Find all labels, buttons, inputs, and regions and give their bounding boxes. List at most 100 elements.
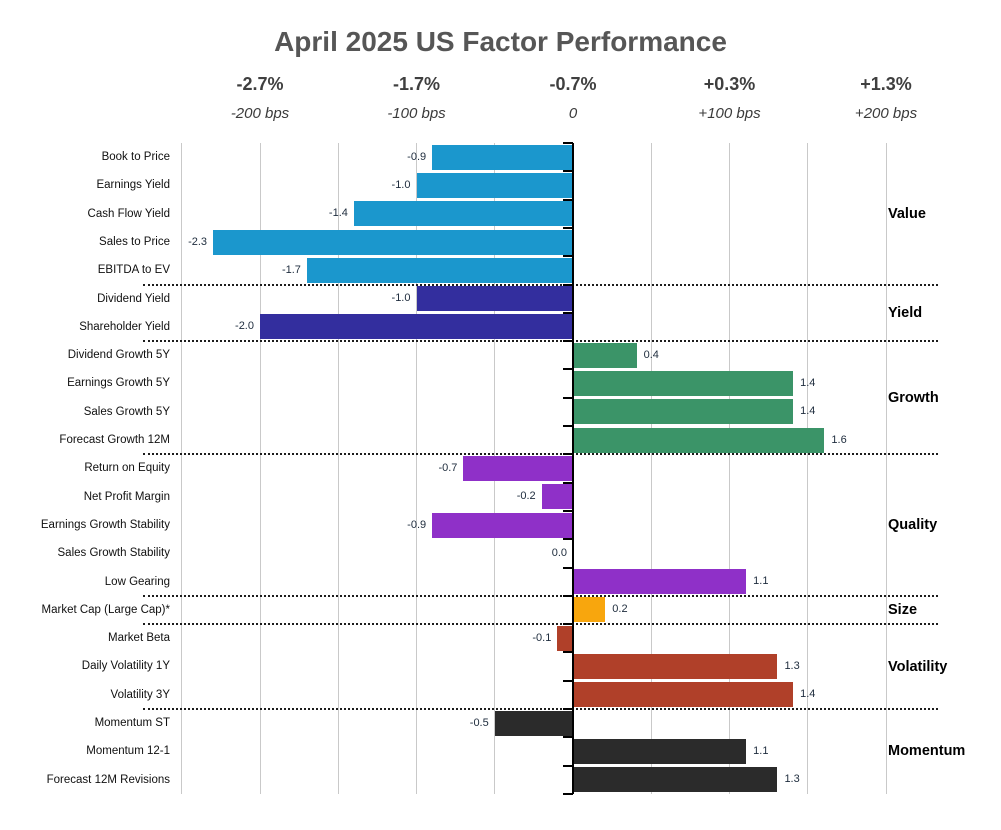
category-label: Sales to Price: [99, 235, 170, 248]
axis-tick: [563, 651, 573, 654]
axis-tick-label-percent: +1.3%: [860, 74, 912, 94]
value-label: -0.1: [532, 631, 552, 644]
gridline: [650, 143, 652, 794]
group-label-momentum: Momentum: [888, 743, 966, 760]
axis-tick: [563, 142, 573, 144]
bar-low-gearing: [574, 569, 747, 595]
category-label: Daily Volatility 1Y: [81, 660, 170, 673]
value-label: -0.9: [407, 518, 427, 531]
category-label: EBITDA to EV: [97, 264, 170, 277]
value-label: -2.3: [188, 235, 208, 248]
category-label: Forecast 12M Revisions: [46, 773, 170, 786]
axis-tick: [563, 792, 573, 795]
axis-tick: [563, 594, 573, 597]
zero-axis-line: [572, 143, 574, 794]
bar-sales-growth-5y: [574, 399, 794, 425]
axis-tick-label-percent: -0.7%: [549, 74, 597, 94]
bar-sales-to-price: [213, 229, 573, 255]
gridline: [259, 143, 261, 794]
category-label: Sales Growth 5Y: [83, 405, 170, 418]
axis-tick: [563, 453, 573, 456]
category-label: Volatility 3Y: [110, 688, 170, 701]
value-label: -1.7: [281, 263, 301, 276]
bar-earnings-yield: [416, 172, 573, 198]
axis-tick: [563, 396, 573, 399]
axis-tick: [563, 481, 573, 484]
axis-tick: [563, 708, 573, 710]
axis-tick: [563, 198, 573, 201]
axis-tick: [563, 311, 573, 314]
gridline: [885, 143, 887, 794]
axis-tick: [563, 283, 573, 286]
category-label: Low Gearing: [104, 575, 170, 588]
bar-earnings-growth-stability: [432, 512, 573, 538]
value-label: -1.0: [391, 178, 411, 191]
axis-tick: [563, 340, 573, 343]
value-label: 0.0: [551, 546, 567, 559]
category-label: Momentum ST: [94, 717, 170, 729]
group-label-value: Value: [888, 205, 926, 222]
axis-tick: [563, 764, 573, 767]
category-label: Market Beta: [108, 632, 170, 645]
category-label: Market Cap (Large Cap)*: [41, 603, 170, 616]
group-separator: [143, 708, 938, 710]
value-label: 1.1: [753, 744, 769, 757]
category-label: Net Profit Margin: [83, 490, 170, 503]
value-label: -2.0: [235, 320, 254, 333]
category-label: Book to Price: [101, 151, 170, 163]
axis-tick-label-bps: +200 bps: [854, 105, 918, 122]
value-label: 0.2: [612, 603, 628, 616]
axis-tick: [563, 368, 573, 371]
bar-net-profit-margin: [541, 484, 573, 510]
category-label: Dividend Growth 5Y: [67, 349, 170, 362]
group-separator: [143, 594, 938, 597]
bar-return-on-equity: [463, 455, 573, 481]
category-label: Forecast Growth 12M: [59, 434, 170, 446]
bar-ebitda-to-ev: [306, 257, 573, 283]
group-label-quality: Quality: [888, 517, 938, 534]
value-label: 0.4: [643, 348, 659, 361]
axis-tick: [563, 509, 573, 512]
axis-tick-label-bps: +100 bps: [698, 105, 761, 122]
axis-tick: [563, 566, 573, 569]
gridline: [181, 143, 183, 794]
bar-book-to-price: [432, 144, 573, 170]
bar-daily-volatility-1y: [574, 654, 778, 680]
chart-title: April 2025 US Factor Performance: [274, 26, 727, 57]
category-label: Return on Equity: [84, 462, 170, 475]
group-label-volatility: Volatility: [888, 658, 948, 675]
bar-cash-flow-yield: [353, 201, 573, 227]
gridline: [807, 143, 809, 794]
value-label: -0.7: [438, 461, 458, 474]
category-label: Earnings Growth Stability: [40, 518, 170, 531]
group-label-size: Size: [888, 601, 918, 618]
group-separator: [143, 340, 938, 343]
axis-tick: [563, 425, 573, 427]
value-label: 1.3: [784, 660, 800, 673]
value-label: 1.1: [753, 575, 769, 588]
value-label: 1.4: [800, 688, 816, 701]
axis-tick: [563, 226, 573, 229]
bar-market-cap-large-cap-: [574, 597, 606, 623]
category-label: Cash Flow Yield: [87, 207, 170, 220]
axis-tick: [563, 679, 573, 682]
bar-momentum-st: [494, 710, 573, 736]
gridline: [337, 143, 339, 794]
category-label: Earnings Growth 5Y: [67, 377, 170, 390]
bar-forecast-growth-12m: [574, 427, 825, 453]
group-separator: [143, 623, 938, 626]
value-label: -0.2: [516, 490, 536, 503]
axis-tick: [563, 736, 573, 739]
axis-tick: [563, 170, 573, 173]
bar-shareholder-yield: [260, 314, 573, 340]
value-label: 1.4: [800, 377, 816, 390]
group-label-yield: Yield: [888, 304, 923, 321]
bar-forecast-12m-revisions: [574, 767, 778, 793]
axis-tick-label-percent: -1.7%: [392, 74, 441, 94]
category-label: Earnings Yield: [96, 179, 170, 192]
bar-earnings-growth-5y: [574, 371, 794, 397]
value-label: 1.3: [784, 773, 800, 786]
group-separator: [143, 283, 938, 286]
value-label: -1.0: [391, 292, 411, 305]
